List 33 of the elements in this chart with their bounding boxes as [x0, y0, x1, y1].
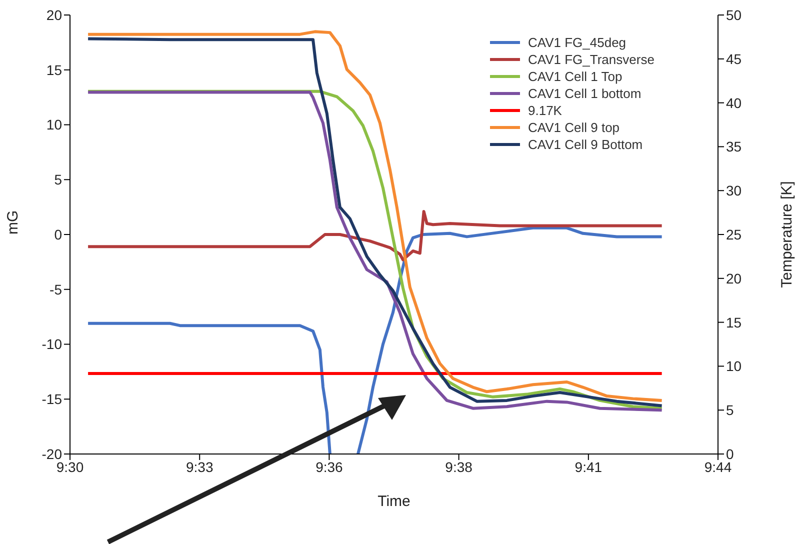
y2-tick-label: 25	[726, 226, 742, 242]
y2-tick-label: 15	[726, 314, 742, 330]
x-tick-label: 9:33	[186, 458, 214, 475]
x-tick-label: 9:38	[445, 458, 473, 475]
legend-label: CAV1 Cell 1 bottom	[528, 85, 642, 102]
y2-axis-title: Temperature [K]	[778, 181, 796, 288]
y2-tick-label: 10	[726, 358, 742, 374]
legend-label: CAV1 Cell 9 Bottom	[528, 136, 643, 153]
legend-label: CAV1 Cell 1 Top	[528, 68, 622, 85]
y-tick-label: 10	[46, 116, 62, 133]
y-tick-label: 5	[54, 172, 62, 188]
y-tick-label: 20	[46, 6, 62, 23]
y-tick-label: -15	[42, 391, 62, 408]
y-tick-label: -10	[42, 336, 62, 352]
y2-tick-label: 35	[726, 138, 742, 155]
y-tick-label: 15	[46, 62, 62, 78]
y-tick-label: 0	[54, 226, 62, 242]
y-axis-title: mG	[4, 210, 22, 234]
legend-label: 9.17K	[528, 102, 562, 119]
legend-label: CAV1 FG_Transverse	[528, 51, 654, 68]
x-tick-label: 9:36	[316, 458, 344, 475]
y2-tick-label: 45	[726, 50, 742, 67]
y-tick-label: -5	[50, 281, 62, 298]
y2-tick-label: 50	[726, 6, 742, 23]
y2-tick-label: 5	[726, 402, 734, 418]
x-tick-label: 9:41	[574, 458, 602, 475]
legend-label: CAV1 Cell 9 top	[528, 119, 620, 136]
y2-tick-label: 20	[726, 270, 742, 286]
y2-tick-label: 30	[726, 182, 742, 199]
x-axis-title: Time	[378, 493, 410, 510]
line-series	[86, 210, 664, 262]
y2-tick-label: 40	[726, 94, 742, 111]
legend-label: CAV1 FG_45deg	[528, 34, 626, 51]
